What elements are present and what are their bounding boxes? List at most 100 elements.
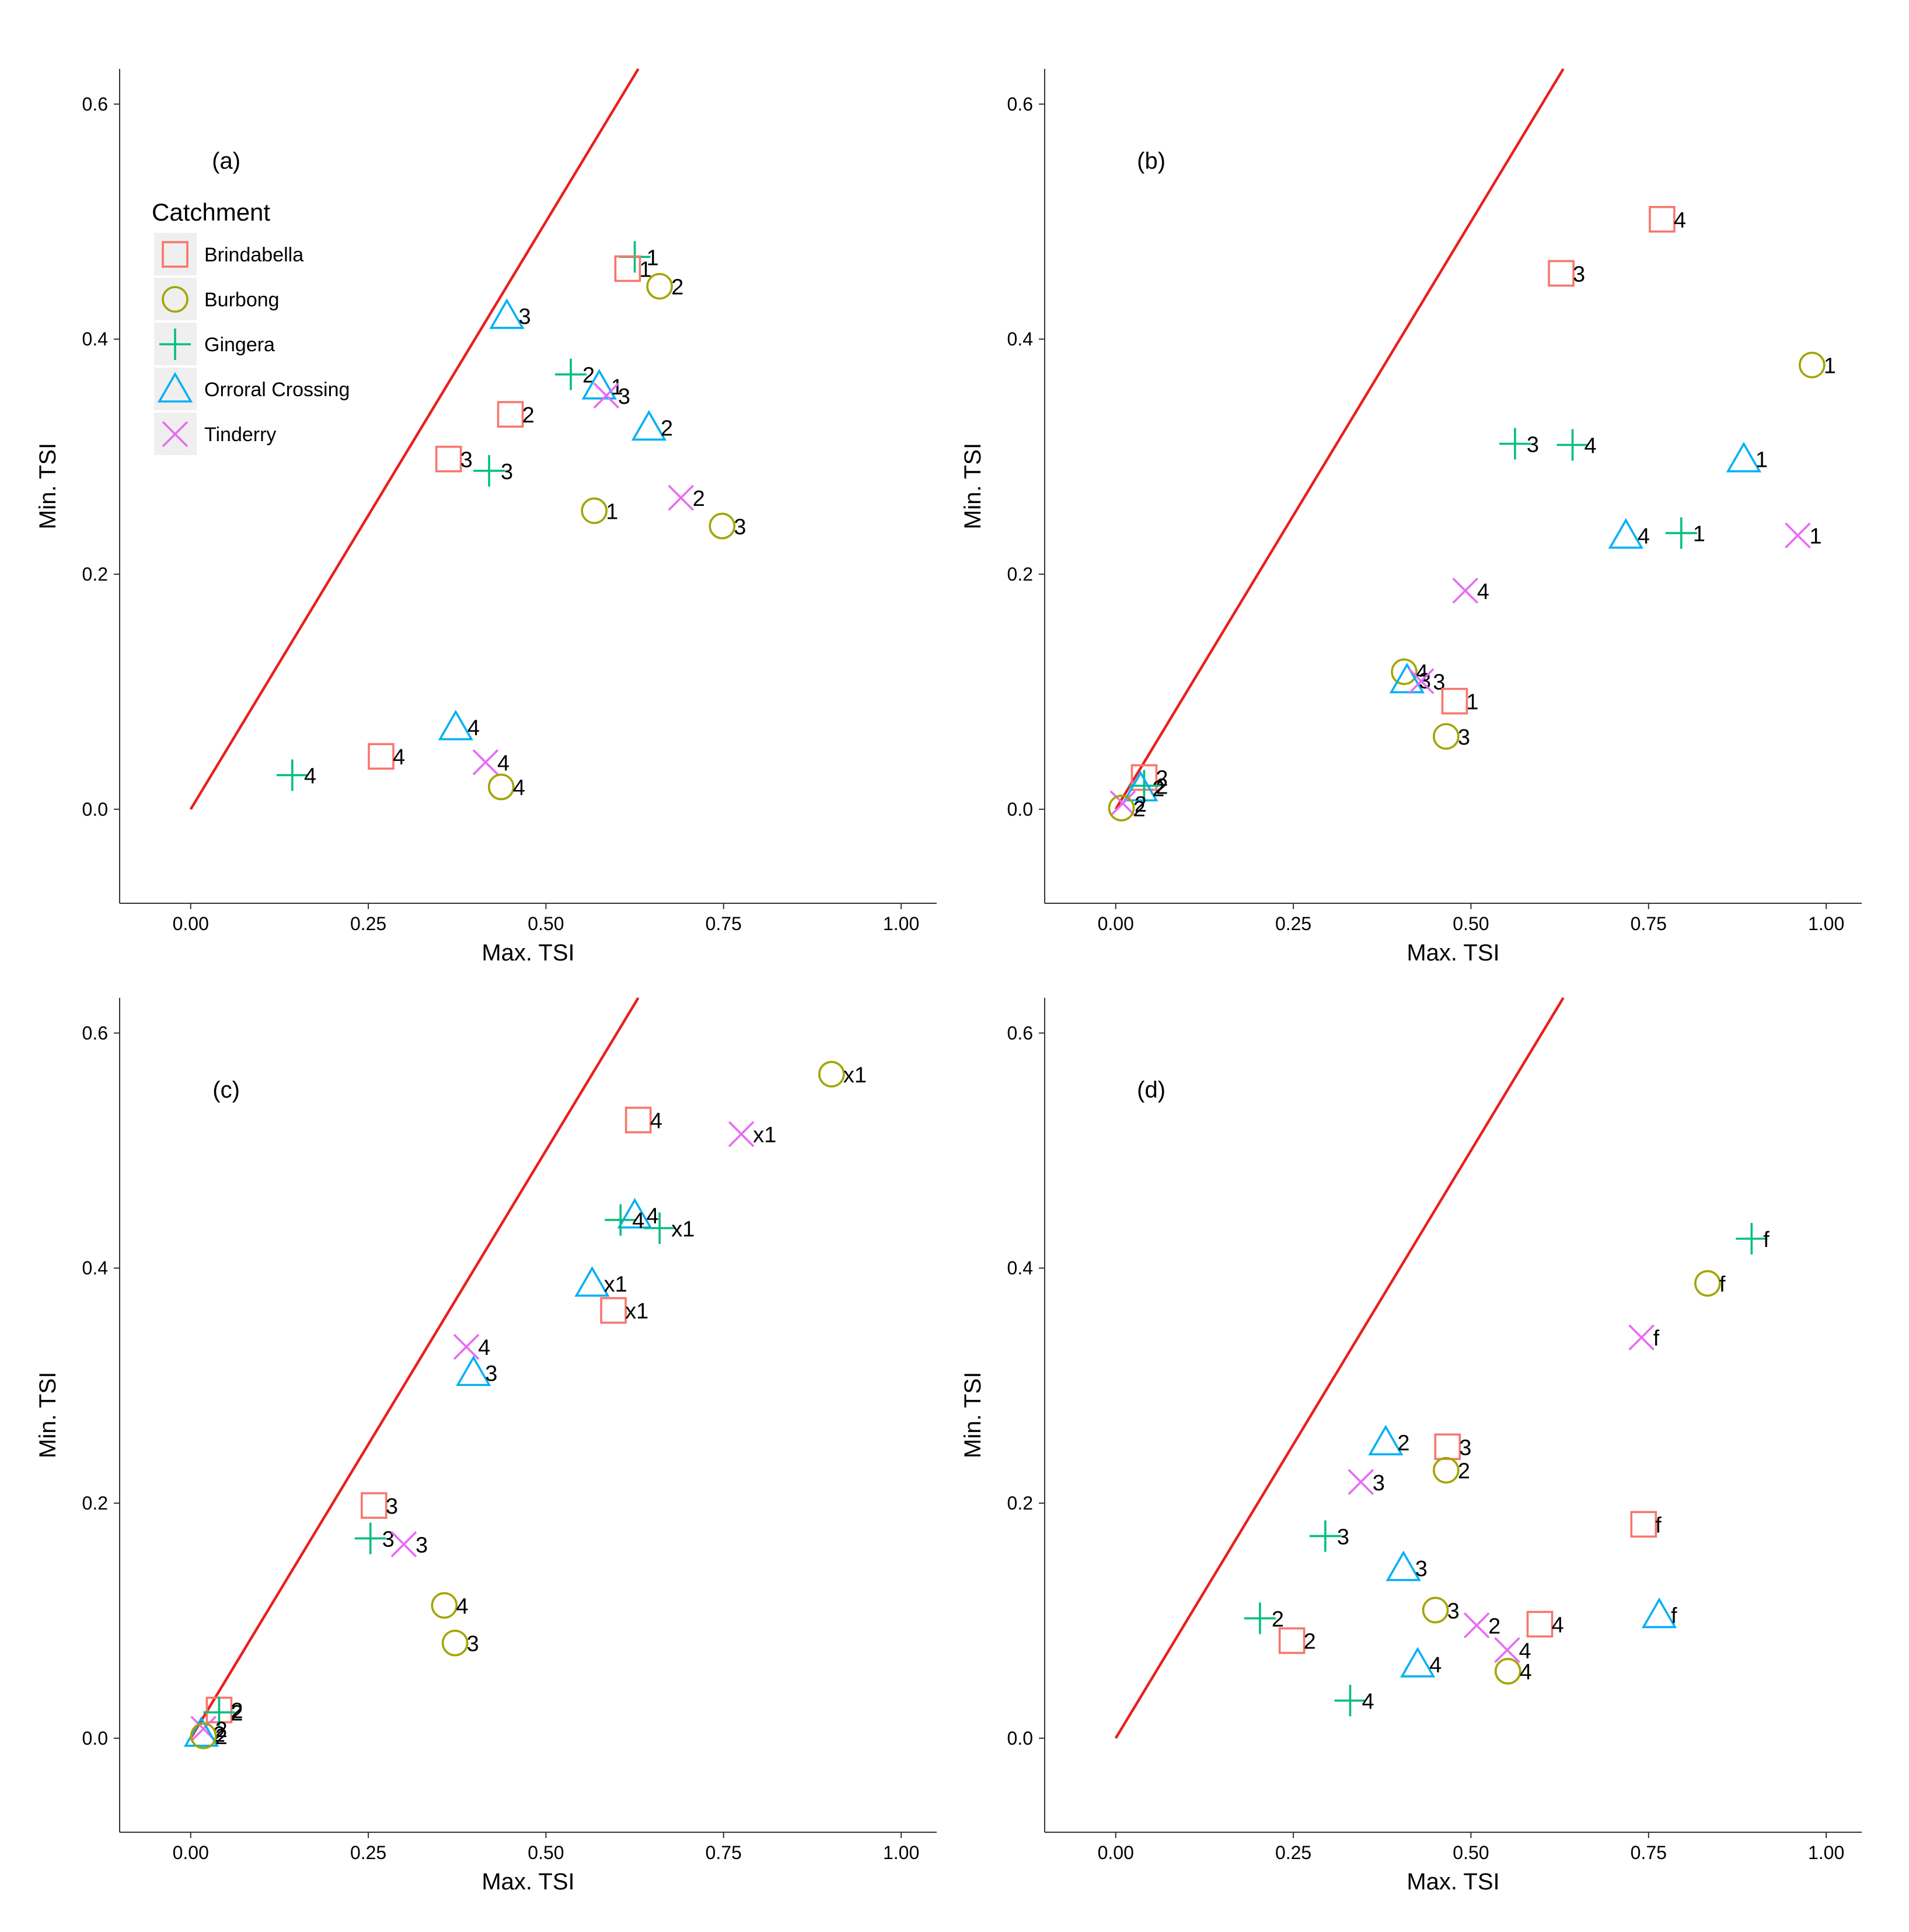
data-point-plus xyxy=(1665,517,1697,549)
point-label: 3 xyxy=(1447,1599,1460,1623)
point-label: 2 xyxy=(1135,792,1147,817)
point-label: 3 xyxy=(1459,1435,1471,1460)
point-label: 4 xyxy=(1362,1689,1374,1714)
x-tick-label: 0.25 xyxy=(1275,913,1311,934)
legend-key-circle xyxy=(162,286,189,313)
legend-key-bg xyxy=(154,278,197,320)
point-label: 1 xyxy=(1809,525,1821,549)
data-point-square xyxy=(497,401,524,428)
point-label: 3 xyxy=(1337,1525,1349,1549)
point-label: x1 xyxy=(625,1299,648,1324)
point-label: 2 xyxy=(1272,1607,1284,1631)
x-tick-label: 0.50 xyxy=(1453,1842,1489,1863)
data-point-triangle xyxy=(1389,662,1425,694)
y-tick-label: 0.2 xyxy=(82,1493,108,1514)
data-point-circle xyxy=(646,272,673,300)
data-point-square xyxy=(624,1106,652,1134)
data-point-plus xyxy=(1334,1685,1366,1717)
panel-label: (c) xyxy=(212,1077,240,1103)
legend-label: Orroral Crossing xyxy=(204,379,350,401)
x-axis-title: Max. TSI xyxy=(1407,1869,1499,1895)
point-label: f xyxy=(1719,1272,1726,1297)
legend-title: Catchment xyxy=(152,198,270,226)
y-tick-label: 0.0 xyxy=(82,799,108,820)
point-label: x1 xyxy=(671,1217,695,1242)
point-label: x1 xyxy=(753,1123,776,1148)
x-tick-label: 0.00 xyxy=(173,1842,209,1863)
panel-label: (d) xyxy=(1137,1077,1165,1103)
data-point-cross xyxy=(1628,1324,1655,1351)
data-point-plus xyxy=(203,1696,235,1728)
panel-b: 0.00 0.25 0.50 0.75 1.00 0.0 0.2 0.4 0.6 Max. TSI… xyxy=(960,68,1862,966)
point-label: 2 xyxy=(582,364,595,388)
data-point-plus xyxy=(1556,429,1589,461)
y-tick-label: 0.6 xyxy=(1007,93,1033,114)
point-label: 3 xyxy=(382,1527,395,1552)
data-point-triangle xyxy=(456,1355,491,1386)
data-point-cross xyxy=(728,1121,755,1147)
data-point-circle xyxy=(431,1592,458,1619)
point-label: 4 xyxy=(513,776,525,801)
reference-line xyxy=(189,68,640,810)
point-label: 2 xyxy=(215,1718,228,1742)
legend: Catchment Brindabella Burbong Gingera Orrora… xyxy=(152,198,350,455)
data-point-cross xyxy=(472,749,499,775)
data-point-triangle xyxy=(183,1716,219,1747)
point-label: 4 xyxy=(1638,525,1650,549)
point-label: 2 xyxy=(213,1723,225,1747)
y-axis-title: Min. TSI xyxy=(960,1372,986,1458)
data-point-square xyxy=(1548,260,1575,287)
data-point-triangle xyxy=(1400,1647,1436,1678)
panel-a: 0.00 0.25 0.50 0.75 1.00 0.0 0.2 0.4 0.6 Max. TSI… xyxy=(35,68,937,966)
point-label: 4 xyxy=(632,1209,644,1234)
point-label: 1 xyxy=(639,257,651,282)
data-point-square xyxy=(361,1492,388,1519)
data-point-plus xyxy=(605,1204,637,1236)
point-label: 2 xyxy=(1133,797,1145,822)
point-label: 3 xyxy=(485,1361,497,1386)
x-tick-label: 0.50 xyxy=(1453,913,1489,934)
data-point-square xyxy=(1278,1627,1306,1654)
point-label: 3 xyxy=(467,1632,479,1657)
point-label: 4 xyxy=(478,1336,490,1360)
data-point-plus xyxy=(1309,1520,1341,1552)
x-tick-label: 0.75 xyxy=(1631,913,1667,934)
point-label: 2 xyxy=(1458,1459,1470,1484)
data-point-triangle xyxy=(489,298,525,329)
data-point-circle xyxy=(1433,723,1460,750)
y-tick-label: 0.2 xyxy=(82,564,108,585)
x-tick-label: 0.25 xyxy=(350,913,386,934)
data-point-plus xyxy=(354,1522,386,1554)
point-label: 2 xyxy=(1156,775,1168,799)
data-point-circle xyxy=(1694,1270,1721,1297)
y-tick-label: 0.6 xyxy=(82,93,108,114)
x-axis-title: Max. TSI xyxy=(481,1869,574,1895)
data-point-cross xyxy=(1408,668,1435,694)
data-point-cross xyxy=(1785,522,1811,548)
panel-c: 0.00 0.25 0.50 0.75 1.00 0.0 0.2 0.4 0.6 Max. TSI… xyxy=(35,997,937,1895)
point-label: 3 xyxy=(518,305,531,329)
point-label: 3 xyxy=(734,515,746,539)
data-point-cross xyxy=(390,1531,417,1557)
data-point-plus xyxy=(276,759,308,791)
y-tick-label: 0.6 xyxy=(1007,1022,1033,1043)
point-label: 2 xyxy=(231,1699,243,1724)
point-label: 3 xyxy=(618,385,630,409)
data-point-circle xyxy=(1391,658,1418,686)
point-label: 2 xyxy=(1304,1630,1316,1654)
data-point-square xyxy=(614,255,641,282)
y-axis-title: Min. TSI xyxy=(960,443,986,529)
data-point-cross xyxy=(1109,790,1136,817)
reference-line xyxy=(189,997,640,1739)
data-point-plus xyxy=(1736,1222,1768,1255)
data-point-cross xyxy=(1494,1637,1520,1664)
point-label: 4 xyxy=(1552,1613,1564,1638)
point-label: 3 xyxy=(1373,1471,1385,1496)
data-point-square xyxy=(1434,1433,1461,1461)
point-label: x1 xyxy=(604,1272,627,1297)
point-label: 3 xyxy=(386,1494,398,1519)
data-point-square xyxy=(1441,687,1468,715)
data-point-triangle xyxy=(1368,1424,1404,1456)
point-label: 4 xyxy=(1519,1639,1531,1664)
data-point-square xyxy=(435,445,462,473)
